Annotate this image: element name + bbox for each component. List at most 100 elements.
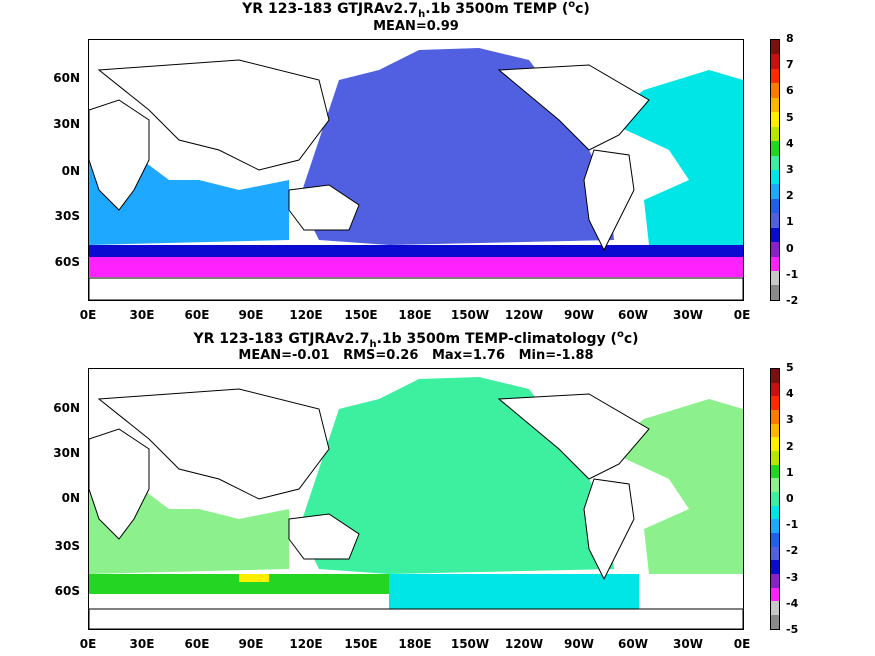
lon-label: 90E [238,637,264,651]
colorbar-segment [771,505,779,520]
colorbar-segment [771,533,779,547]
lat-label: 0N [61,164,80,178]
colorbar-tick-label: 4 [786,387,794,401]
colorbar-segment [771,546,779,561]
colorbar-segment [771,184,779,199]
lon-label: 90W [564,308,594,322]
colorbar-tick-label: 4 [786,136,794,150]
colorbar-segment [771,560,779,575]
colorbar-segment [771,155,779,170]
panel-title: YR 123-183 GTJRAv2.7h.1b 3500m TEMP-clim… [193,329,639,350]
lon-label: 180E [398,308,432,322]
lon-label: 120E [289,637,323,651]
colorbar-segment [771,574,779,588]
colorbar-tick-label: 1 [786,215,794,229]
colorbar-segment [771,68,779,84]
colorbar-tick-label: -1 [786,518,799,532]
lon-label: 30W [673,308,703,322]
map-field [88,369,744,630]
colorbar-segment [771,169,779,185]
lon-label: 30E [129,308,155,322]
colorbar-tick-label: 5 [786,110,794,124]
colorbar-segment [771,256,779,271]
colorbar-tick-label: -5 [786,623,799,636]
lat-label: 30N [53,117,80,131]
panel-stats: MEAN=-0.01 RMS=0.26 Max=1.76 Min=-1.88 [238,348,594,363]
colorbar-tick-label: 8 [786,32,794,45]
lon-label: 90E [238,308,264,322]
africa-outline [88,428,150,540]
africa-outline [88,99,150,211]
lon-label: 60W [618,637,648,651]
lat-label: 0N [61,491,80,505]
colorbar-tick-label: 1 [786,465,794,479]
colorbar-segment [771,112,779,127]
map-plot-area [88,368,744,630]
colorbar-segment [771,198,779,214]
lon-label: 120W [504,637,544,651]
lon-label: 30E [129,637,155,651]
lat-label: 60S [54,255,80,269]
lon-label: 60E [184,308,210,322]
colorbar-segment [771,396,779,411]
lat-label: 30N [53,446,80,460]
colorbar-segment [771,492,779,506]
colorbar-tick-label: 5 [786,361,794,374]
colorbar-segment [771,83,779,98]
lat-label: 60S [54,584,80,598]
north-america-outline [497,393,650,480]
colorbar-segment [771,126,779,142]
colorbar-segment [771,615,779,629]
asia-outline [97,59,330,171]
antarctica-outline [88,608,744,630]
southern-anomaly-field [389,574,639,609]
lat-label: 60N [53,71,80,85]
colorbar-tick-label: 2 [786,439,794,453]
colorbar-segment [771,54,779,69]
colorbar-tick-label: -2 [786,294,799,307]
north-america-outline [497,64,650,151]
colorbar-tick-label: -2 [786,544,799,558]
lon-label: 60E [184,637,210,651]
colorbar-segment [771,410,779,424]
atlantic-ocean-field [604,70,743,245]
southern-anomaly-green [89,574,389,594]
colorbar-segment [771,587,779,602]
asia-outline [97,388,330,500]
lon-label: 180E [398,637,432,651]
acc-band [89,245,743,257]
colorbar [770,39,780,301]
lat-label: 30S [54,209,80,223]
colorbar [770,368,780,630]
colorbar-segment [771,227,779,243]
lon-label: 0E [733,637,751,651]
colorbar-tick-label: 2 [786,189,794,203]
australia-outline [288,184,360,231]
colorbar-segment [771,382,779,397]
colorbar-tick-label: 0 [786,241,794,255]
colorbar-tick-label: 6 [786,84,794,98]
colorbar-tick-label: 7 [786,58,794,72]
lon-label: 150E [344,637,378,651]
colorbar-segment [771,451,779,465]
lon-label: 150E [344,308,378,322]
lat-label: 30S [54,539,80,553]
colorbar-segment [771,285,779,300]
panel-stats: MEAN=0.99 [373,19,459,34]
colorbar-segment [771,369,779,383]
lon-label: 120E [289,308,323,322]
panel-title: YR 123-183 GTJRAv2.7h.1b 3500m TEMP (oc) [242,0,590,20]
colorbar-tick-label: -4 [786,596,799,610]
colorbar-tick-label: 3 [786,163,794,176]
atlantic-anomaly-field [604,399,743,574]
lon-label: 0E [733,308,751,322]
lon-label: 150W [450,308,490,322]
colorbar-tick-label: 0 [786,492,794,505]
colorbar-segment [771,464,779,479]
australia-outline [288,513,360,560]
lon-label: 120W [504,308,544,322]
panel-anomaly-temp: YR 123-183 GTJRAv2.7h.1b 3500m TEMP-clim… [0,328,875,656]
colorbar-segment [771,423,779,438]
colorbar-segment [771,141,779,156]
lon-label: 0E [79,637,97,651]
